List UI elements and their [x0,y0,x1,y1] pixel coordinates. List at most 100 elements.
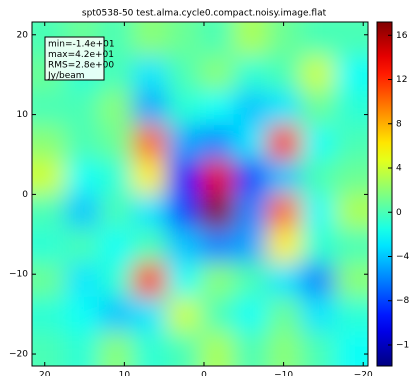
cell [99,160,134,195]
cell [66,297,101,332]
colorbar-tick-label: −8 [396,296,409,306]
colorbar-tick-label: 12 [396,75,407,85]
cell [301,194,336,229]
cell [234,228,269,263]
cell [234,125,269,160]
x-tick-label: 10 [119,371,131,377]
y-tick-label: 20 [17,30,29,40]
cell [301,160,336,195]
cell [133,160,168,195]
annotation: Jy/beam [47,71,85,81]
cell [166,125,201,160]
x-tick-label: −20 [354,371,373,377]
cell [267,332,302,376]
cell [12,125,67,160]
cell [133,194,168,229]
cell [200,228,235,263]
colorbar-tick-label: −4 [396,252,409,262]
cell [234,263,269,298]
cell [200,263,235,298]
cell [200,91,235,126]
cell [301,125,336,160]
cell [166,263,201,298]
cell [234,91,269,126]
cell [99,194,134,229]
cell [234,56,269,91]
cell [66,125,101,160]
cell [234,194,269,229]
cell [200,332,235,376]
cell [133,91,168,126]
cell [12,194,67,229]
y-tick-label: −10 [9,270,28,280]
cell [200,194,235,229]
colorbar-tick-label: −12 [396,340,409,350]
x-tick-label: 0 [201,371,207,377]
cell [166,332,201,376]
cell [12,160,67,195]
cell [200,125,235,160]
cell [99,297,134,332]
cell [166,160,201,195]
cell [267,56,302,91]
cell [99,332,134,376]
y-tick-label: −20 [9,350,28,360]
cell [301,332,336,376]
x-tick-label: 20 [39,371,51,377]
cell [200,56,235,91]
cell [166,194,201,229]
cell [166,297,201,332]
colorbar [377,22,392,366]
chart-title: spt0538-50 test.alma.cycle0.compact.nois… [82,9,327,19]
cell [12,297,67,332]
cell [234,332,269,376]
cell [267,263,302,298]
cell [133,332,168,376]
cell [66,194,101,229]
colorbar-tick-label: 16 [396,31,408,41]
y-tick-label: 0 [22,190,28,200]
cell [66,160,101,195]
cell [267,91,302,126]
cell [12,91,67,126]
cell [66,332,101,376]
y-tick-label: 10 [17,110,29,120]
cell [200,297,235,332]
cell [133,263,168,298]
cell [99,228,134,263]
cell [166,228,201,263]
cell [66,228,101,263]
cell [166,56,201,91]
cell [301,263,336,298]
cell [133,297,168,332]
cell [267,125,302,160]
cell [133,125,168,160]
cell [99,91,134,126]
x-tick-label: −10 [274,371,293,377]
colorbar-tick-label: 4 [396,164,402,174]
cell [12,228,67,263]
cell [200,160,235,195]
colorbar-tick-label: 8 [396,119,402,129]
cell [66,91,101,126]
annotation: RMS=2.8e+00 [48,61,114,71]
cell [301,91,336,126]
colorbar-tick-label: 0 [396,208,402,218]
cell [234,297,269,332]
cell [301,297,336,332]
cell [301,56,336,91]
cell [133,56,168,91]
cell [66,263,101,298]
cell [99,263,134,298]
annotation: max=4.2e+01 [48,50,114,60]
cell [267,228,302,263]
cell [99,125,134,160]
cell [234,160,269,195]
cell [267,297,302,332]
cell [267,194,302,229]
cell [267,160,302,195]
annotation: min=-1.4e+01 [48,40,115,50]
cell [12,263,67,298]
chart: spt0538-50 test.alma.cycle0.compact.nois… [0,0,409,376]
cell [133,228,168,263]
